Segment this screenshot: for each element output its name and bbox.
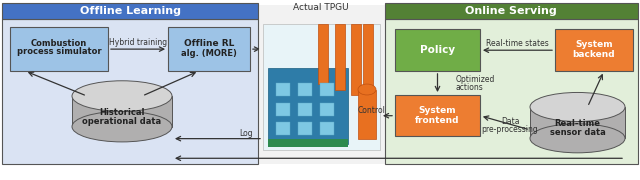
Bar	[263, 24, 380, 150]
Ellipse shape	[530, 93, 625, 122]
Bar	[268, 139, 348, 147]
Bar	[2, 3, 258, 19]
Bar	[2, 19, 258, 164]
Bar	[258, 5, 385, 164]
Text: Real-time states: Real-time states	[486, 39, 549, 48]
Text: Policy: Policy	[420, 45, 455, 55]
Bar	[385, 3, 638, 19]
Text: Offline Learning: Offline Learning	[79, 6, 180, 16]
Text: Actual TPGU: Actual TPGU	[293, 3, 349, 12]
Bar	[268, 68, 348, 144]
Text: Data: Data	[500, 117, 519, 126]
Bar	[351, 24, 361, 95]
Bar	[358, 89, 376, 139]
Text: Online Serving: Online Serving	[465, 6, 557, 16]
Bar	[276, 83, 290, 96]
Text: Historical: Historical	[99, 108, 145, 117]
Bar	[320, 103, 334, 116]
Ellipse shape	[530, 124, 625, 153]
Text: sensor data: sensor data	[550, 128, 605, 137]
Text: frontend: frontend	[415, 116, 460, 125]
Text: Hybrid training: Hybrid training	[109, 38, 167, 47]
Text: alg. (MORE): alg. (MORE)	[181, 49, 237, 58]
Bar	[395, 30, 480, 71]
Bar	[318, 24, 328, 84]
Bar	[168, 27, 250, 71]
Bar	[385, 19, 638, 164]
Text: Control: Control	[357, 106, 385, 115]
Ellipse shape	[72, 81, 172, 111]
Bar	[298, 122, 312, 135]
Bar	[320, 122, 334, 135]
Text: System: System	[419, 106, 456, 115]
Bar	[298, 83, 312, 96]
Bar	[555, 30, 633, 71]
Bar	[320, 83, 334, 96]
Text: Training: Training	[0, 79, 2, 88]
Text: Offline RL: Offline RL	[184, 39, 234, 48]
Bar	[363, 24, 373, 100]
Text: process simulator: process simulator	[17, 47, 101, 56]
Ellipse shape	[358, 84, 376, 95]
Text: backend: backend	[573, 50, 615, 59]
Bar	[276, 122, 290, 135]
Bar	[276, 103, 290, 116]
Bar	[72, 96, 172, 127]
Text: actions: actions	[456, 83, 483, 92]
Ellipse shape	[72, 111, 172, 142]
Text: pre-processing: pre-processing	[482, 125, 538, 134]
Text: Combustion: Combustion	[31, 39, 87, 48]
Bar	[530, 107, 625, 138]
Bar	[298, 103, 312, 116]
Text: Optimized: Optimized	[456, 75, 495, 84]
Bar	[10, 27, 108, 71]
Text: Log: Log	[239, 129, 253, 138]
Text: Real-time: Real-time	[554, 119, 600, 128]
Text: operational data: operational data	[83, 117, 161, 126]
Bar	[335, 24, 345, 89]
Text: System: System	[575, 40, 613, 49]
Bar	[395, 95, 480, 136]
